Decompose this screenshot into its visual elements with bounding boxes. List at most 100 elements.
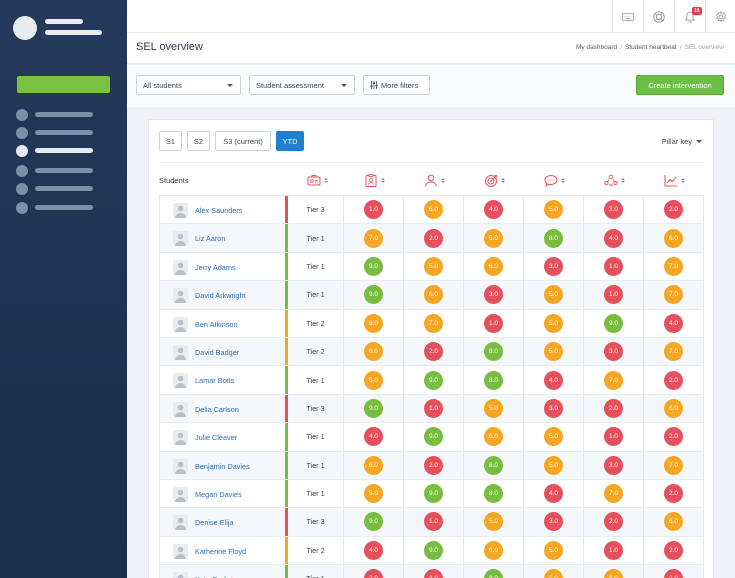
score-badge[interactable]: 4.0 — [364, 427, 383, 447]
sidebar-item[interactable] — [16, 165, 116, 177]
score-badge[interactable]: 5.0 — [544, 200, 563, 220]
score-badge[interactable]: 3.0 — [544, 256, 563, 276]
score-badge[interactable]: 3.0 — [604, 200, 623, 220]
score-badge[interactable]: 9.0 — [604, 313, 623, 333]
pillar-1-column-header[interactable] — [344, 173, 404, 187]
table-row[interactable]: David Badger Tier 2 6.0 2.0 8.0 5.0 3.0 7.0 — [159, 337, 704, 367]
score-badge[interactable]: 3.0 — [544, 512, 563, 532]
score-badge[interactable]: 6.0 — [664, 228, 683, 248]
score-badge[interactable]: 6.0 — [364, 313, 383, 333]
student-name-link[interactable]: Lamar Botts — [195, 376, 235, 386]
score-badge[interactable]: 7.0 — [664, 455, 683, 475]
score-badge[interactable]: 4.0 — [544, 484, 563, 504]
score-badge[interactable]: 8.0 — [544, 228, 563, 248]
score-badge[interactable]: 5.0 — [364, 370, 383, 390]
period-s2-button[interactable]: S2 — [187, 131, 210, 151]
student-name-link[interactable]: David Badger — [195, 347, 240, 357]
score-badge[interactable]: 9.0 — [364, 512, 383, 532]
student-name-link[interactable]: Ben Atkinson — [195, 319, 238, 329]
score-badge[interactable]: 2.0 — [364, 569, 383, 578]
score-badge[interactable]: 4.0 — [664, 313, 683, 333]
score-badge[interactable]: 6.0 — [364, 342, 383, 362]
score-badge[interactable]: 5.0 — [544, 313, 563, 333]
breadcrumb-link[interactable]: My dashboard — [575, 44, 618, 51]
table-row[interactable]: Lamar Botts Tier 1 5.0 9.0 8.0 4.0 7.0 2.0 — [159, 366, 704, 395]
score-badge[interactable]: 4.0 — [484, 200, 503, 220]
score-badge[interactable]: 8.0 — [484, 484, 503, 504]
sidebar-item[interactable] — [16, 183, 116, 195]
score-badge[interactable]: 9.0 — [424, 427, 443, 447]
pillar-2-column-header[interactable] — [404, 173, 464, 187]
score-badge[interactable]: 4.0 — [604, 228, 623, 248]
score-badge[interactable]: 6.0 — [424, 285, 443, 305]
score-badge[interactable]: 5.0 — [544, 569, 563, 578]
score-badge[interactable]: 2.0 — [664, 427, 683, 447]
user-avatar[interactable] — [13, 16, 37, 40]
score-badge[interactable]: 6.0 — [484, 540, 503, 560]
score-badge[interactable]: 2.0 — [664, 484, 683, 504]
score-badge[interactable]: 2.0 — [424, 455, 443, 475]
sidebar-primary-action[interactable] — [17, 76, 110, 93]
students-column-header[interactable]: Students — [159, 176, 189, 185]
score-badge[interactable]: 9.0 — [364, 256, 383, 276]
student-name-link[interactable]: Denise Elija — [195, 518, 234, 528]
score-badge[interactable]: 4.0 — [544, 370, 563, 390]
student-name-link[interactable]: Liz Aaron — [195, 234, 226, 244]
sidebar-item-active[interactable] — [16, 145, 116, 157]
student-name-link[interactable]: Katherine Floyd — [195, 546, 247, 556]
score-badge[interactable]: 6.0 — [604, 569, 623, 578]
table-row[interactable]: David Arkwright Tier 1 9.0 6.0 3.0 5.0 1.0 7.0 — [159, 281, 704, 310]
sidebar-item[interactable] — [16, 202, 116, 214]
score-badge[interactable]: 7.0 — [364, 228, 383, 248]
keyboard-icon[interactable] — [612, 0, 643, 33]
score-badge[interactable]: 5.0 — [484, 512, 503, 532]
student-name-link[interactable]: Kate Godwin — [195, 575, 237, 578]
pillar-4-column-header[interactable] — [524, 173, 584, 187]
score-badge[interactable]: 1.0 — [604, 285, 623, 305]
score-badge[interactable]: 9.0 — [364, 398, 383, 418]
table-row[interactable]: Alex Saunders Tier 3 1.0 6.0 4.0 5.0 3.0 2.0 — [159, 196, 704, 225]
students-select[interactable]: All students — [136, 75, 241, 95]
score-badge[interactable]: 7.0 — [664, 342, 683, 362]
table-row[interactable]: Ben Atkinson Tier 2 6.0 7.0 1.0 5.0 9.0 4.0 — [159, 309, 704, 338]
score-badge[interactable]: 6.0 — [484, 427, 503, 447]
score-badge[interactable]: 5.0 — [484, 228, 503, 248]
score-badge[interactable]: 2.0 — [424, 228, 443, 248]
score-badge[interactable]: 2.0 — [664, 200, 683, 220]
score-badge[interactable]: 5.0 — [544, 455, 563, 475]
score-badge[interactable]: 5.0 — [544, 285, 563, 305]
bell-icon[interactable]: 16 — [674, 0, 705, 33]
pillar-5-column-header[interactable] — [584, 173, 644, 187]
score-badge[interactable]: 7.0 — [604, 484, 623, 504]
score-badge[interactable]: 1.0 — [424, 512, 443, 532]
tier-column-header[interactable] — [287, 173, 347, 187]
score-badge[interactable]: 6.0 — [484, 256, 503, 276]
score-badge[interactable]: 1.0 — [604, 427, 623, 447]
score-badge[interactable]: 8.0 — [484, 342, 503, 362]
score-badge[interactable]: 5.0 — [364, 484, 383, 504]
table-row[interactable]: Liz Aaron Tier 1 7.0 2.0 5.0 8.0 4.0 6.0 — [159, 224, 704, 253]
score-badge[interactable]: 9.0 — [424, 370, 443, 390]
pillar-key-dropdown[interactable]: Pillar key — [662, 137, 702, 146]
score-badge[interactable]: 9.0 — [424, 484, 443, 504]
student-name-link[interactable]: Benjamin Davies — [195, 461, 250, 471]
breadcrumb-link[interactable]: Student heartbeat — [625, 44, 677, 51]
student-name-link[interactable]: Alex Saunders — [195, 206, 243, 215]
score-badge[interactable]: 3.0 — [544, 398, 563, 418]
lifebuoy-icon[interactable] — [643, 0, 674, 33]
score-badge[interactable]: 5.0 — [544, 427, 563, 447]
student-name-link[interactable]: Jerry Adams — [195, 262, 236, 272]
score-badge[interactable]: 9.0 — [424, 540, 443, 560]
score-badge[interactable]: 7.0 — [424, 313, 443, 333]
table-row[interactable]: Julie Cleaver Tier 1 4.0 9.0 6.0 5.0 1.0 2.0 — [159, 423, 704, 452]
score-badge[interactable]: 3.0 — [484, 285, 503, 305]
score-badge[interactable]: 3.0 — [604, 342, 623, 362]
score-badge[interactable]: 1.0 — [424, 398, 443, 418]
score-badge[interactable]: 6.0 — [664, 398, 683, 418]
score-badge[interactable]: 1.0 — [364, 200, 383, 220]
score-badge[interactable]: 7.0 — [604, 370, 623, 390]
score-badge[interactable]: 8.0 — [484, 370, 503, 390]
score-badge[interactable]: 5.0 — [544, 342, 563, 362]
score-badge[interactable]: 6.0 — [664, 512, 683, 532]
score-badge[interactable]: 5.0 — [484, 398, 503, 418]
